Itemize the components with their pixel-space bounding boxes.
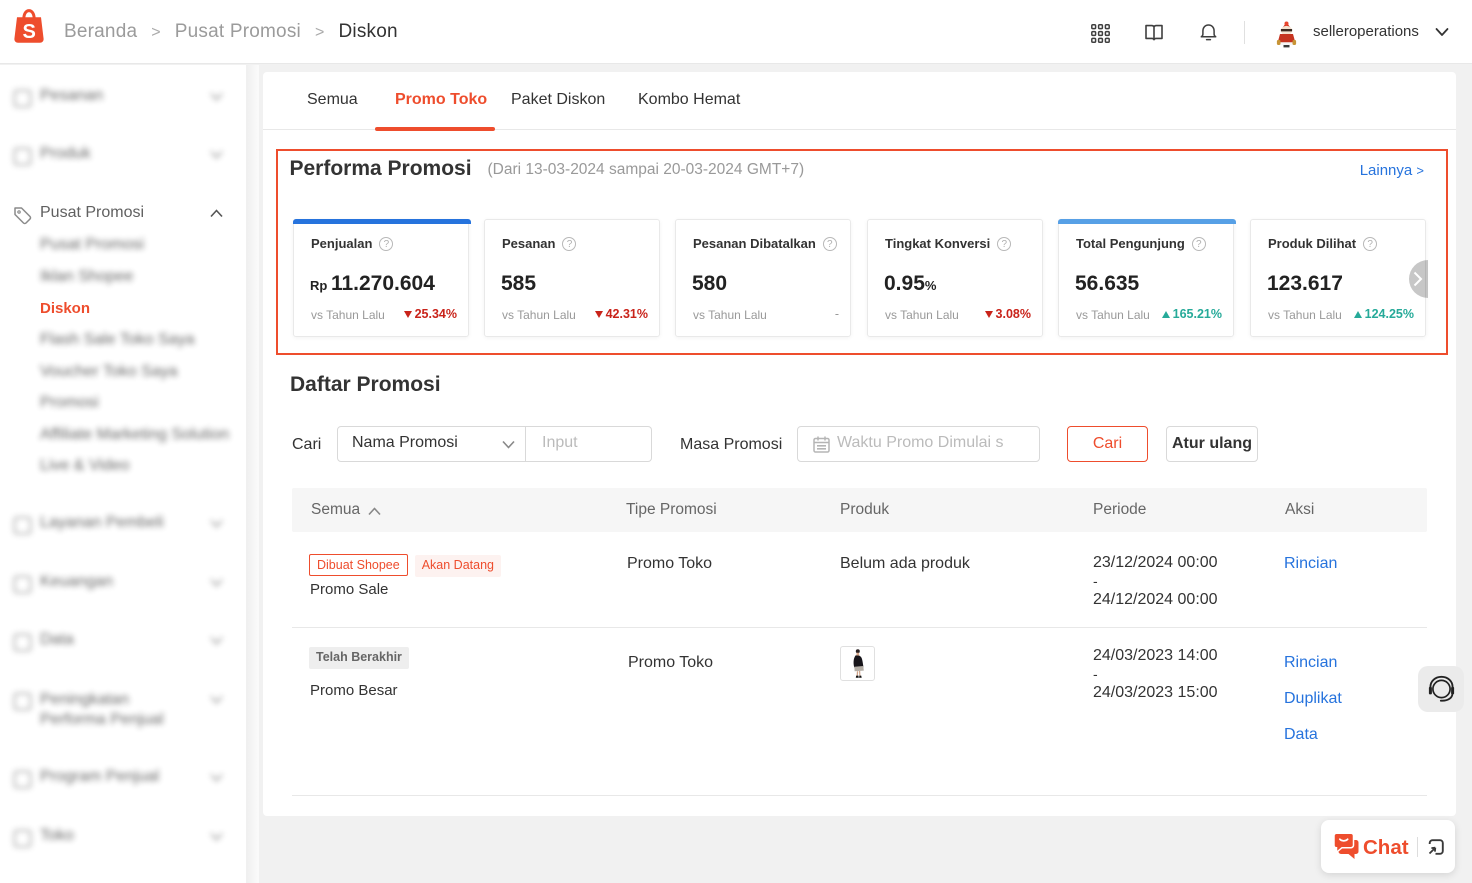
svg-text:S: S (23, 21, 36, 43)
